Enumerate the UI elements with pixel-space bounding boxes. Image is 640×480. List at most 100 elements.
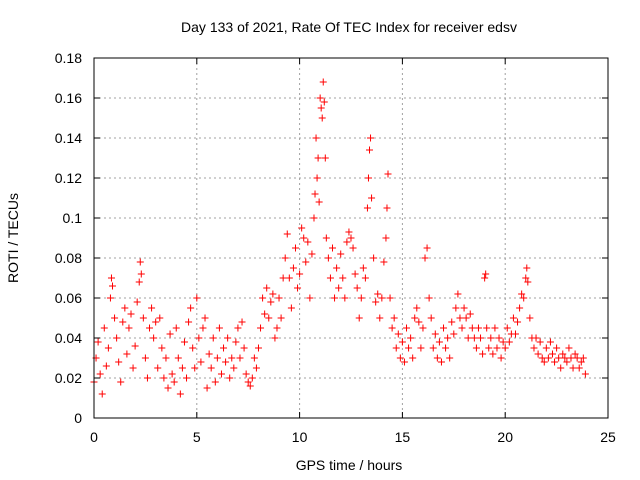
data-point	[396, 354, 404, 362]
data-point	[296, 270, 304, 278]
data-point	[131, 342, 139, 350]
data-point	[505, 338, 513, 346]
data-point	[405, 344, 413, 352]
data-point	[419, 324, 427, 332]
data-point	[433, 354, 441, 362]
data-point	[298, 224, 306, 232]
data-point	[413, 304, 421, 312]
data-point	[240, 344, 248, 352]
x-tick-label: 5	[193, 429, 201, 445]
data-point	[160, 374, 168, 382]
data-point	[442, 344, 450, 352]
data-point	[257, 324, 265, 332]
data-point	[573, 354, 581, 362]
data-point	[347, 234, 355, 242]
data-point	[479, 350, 487, 358]
data-point	[277, 314, 285, 322]
data-point	[228, 354, 236, 362]
data-point	[156, 314, 164, 322]
data-point	[458, 324, 466, 332]
data-point	[316, 94, 324, 102]
data-point	[291, 244, 299, 252]
y-axis-title: ROTI / TECUs	[5, 193, 21, 283]
data-point	[123, 350, 131, 358]
data-point	[324, 254, 332, 262]
data-point	[289, 264, 297, 272]
data-point	[294, 284, 302, 292]
data-point	[546, 338, 554, 346]
axis-ticks: 0 5 10 15 20 25 0 0.02 0.04 0.06 0.08 0.1 0.12 0.14 0.…	[55, 50, 616, 445]
data-point	[557, 364, 565, 372]
data-point	[111, 314, 119, 322]
data-point	[378, 294, 386, 302]
data-point	[222, 358, 230, 366]
data-point	[136, 258, 144, 266]
data-point	[470, 334, 478, 342]
data-point	[518, 290, 526, 298]
data-point	[411, 314, 419, 322]
data-point	[343, 238, 351, 246]
data-point	[152, 318, 160, 326]
data-point	[349, 244, 357, 252]
y-tick-label: 0.02	[55, 370, 82, 386]
data-point	[254, 344, 262, 352]
data-point	[345, 228, 353, 236]
data-point	[310, 214, 318, 222]
data-point	[551, 358, 559, 366]
data-point	[263, 284, 271, 292]
data-point	[248, 374, 256, 382]
data-point	[209, 334, 217, 342]
data-point	[403, 324, 411, 332]
y-tick-label: 0.08	[55, 250, 82, 266]
data-point	[319, 78, 327, 86]
data-point	[213, 354, 221, 362]
data-point	[368, 194, 376, 202]
data-point	[234, 324, 242, 332]
data-point	[482, 270, 490, 278]
data-point	[133, 298, 141, 306]
data-point	[183, 374, 191, 382]
data-point	[483, 324, 491, 332]
data-point	[444, 334, 452, 342]
data-point	[361, 274, 369, 282]
data-point	[579, 354, 587, 362]
data-point	[565, 344, 573, 352]
data-point	[113, 334, 121, 342]
data-point	[205, 350, 213, 358]
data-point	[96, 370, 104, 378]
data-point	[440, 324, 448, 332]
data-point	[250, 354, 258, 362]
chart-title: Day 133 of 2021, Rate Of TEC Index for r…	[181, 19, 517, 35]
data-point	[193, 294, 201, 302]
data-point	[139, 314, 147, 322]
data-point	[137, 270, 145, 278]
plot-frame	[93, 57, 609, 419]
data-point	[493, 344, 501, 352]
data-point	[567, 354, 575, 362]
data-point	[392, 344, 400, 352]
data-point	[523, 264, 531, 272]
data-point	[300, 234, 308, 242]
data-point	[252, 364, 260, 372]
data-point	[382, 234, 390, 242]
data-point	[224, 334, 232, 342]
data-point	[189, 344, 197, 352]
data-point	[220, 344, 228, 352]
data-point	[102, 362, 110, 370]
data-point	[129, 364, 137, 372]
data-point	[215, 324, 223, 332]
data-point	[339, 274, 347, 282]
data-point	[109, 282, 117, 290]
data-point	[353, 284, 361, 292]
data-point	[226, 374, 234, 382]
data-point	[287, 304, 295, 312]
data-point	[386, 294, 394, 302]
data-point	[530, 344, 538, 352]
data-point	[431, 330, 439, 338]
data-point	[146, 324, 154, 332]
data-point	[485, 344, 493, 352]
data-point	[322, 234, 330, 242]
data-point	[230, 364, 238, 372]
data-point	[481, 274, 489, 282]
data-point	[100, 324, 108, 332]
